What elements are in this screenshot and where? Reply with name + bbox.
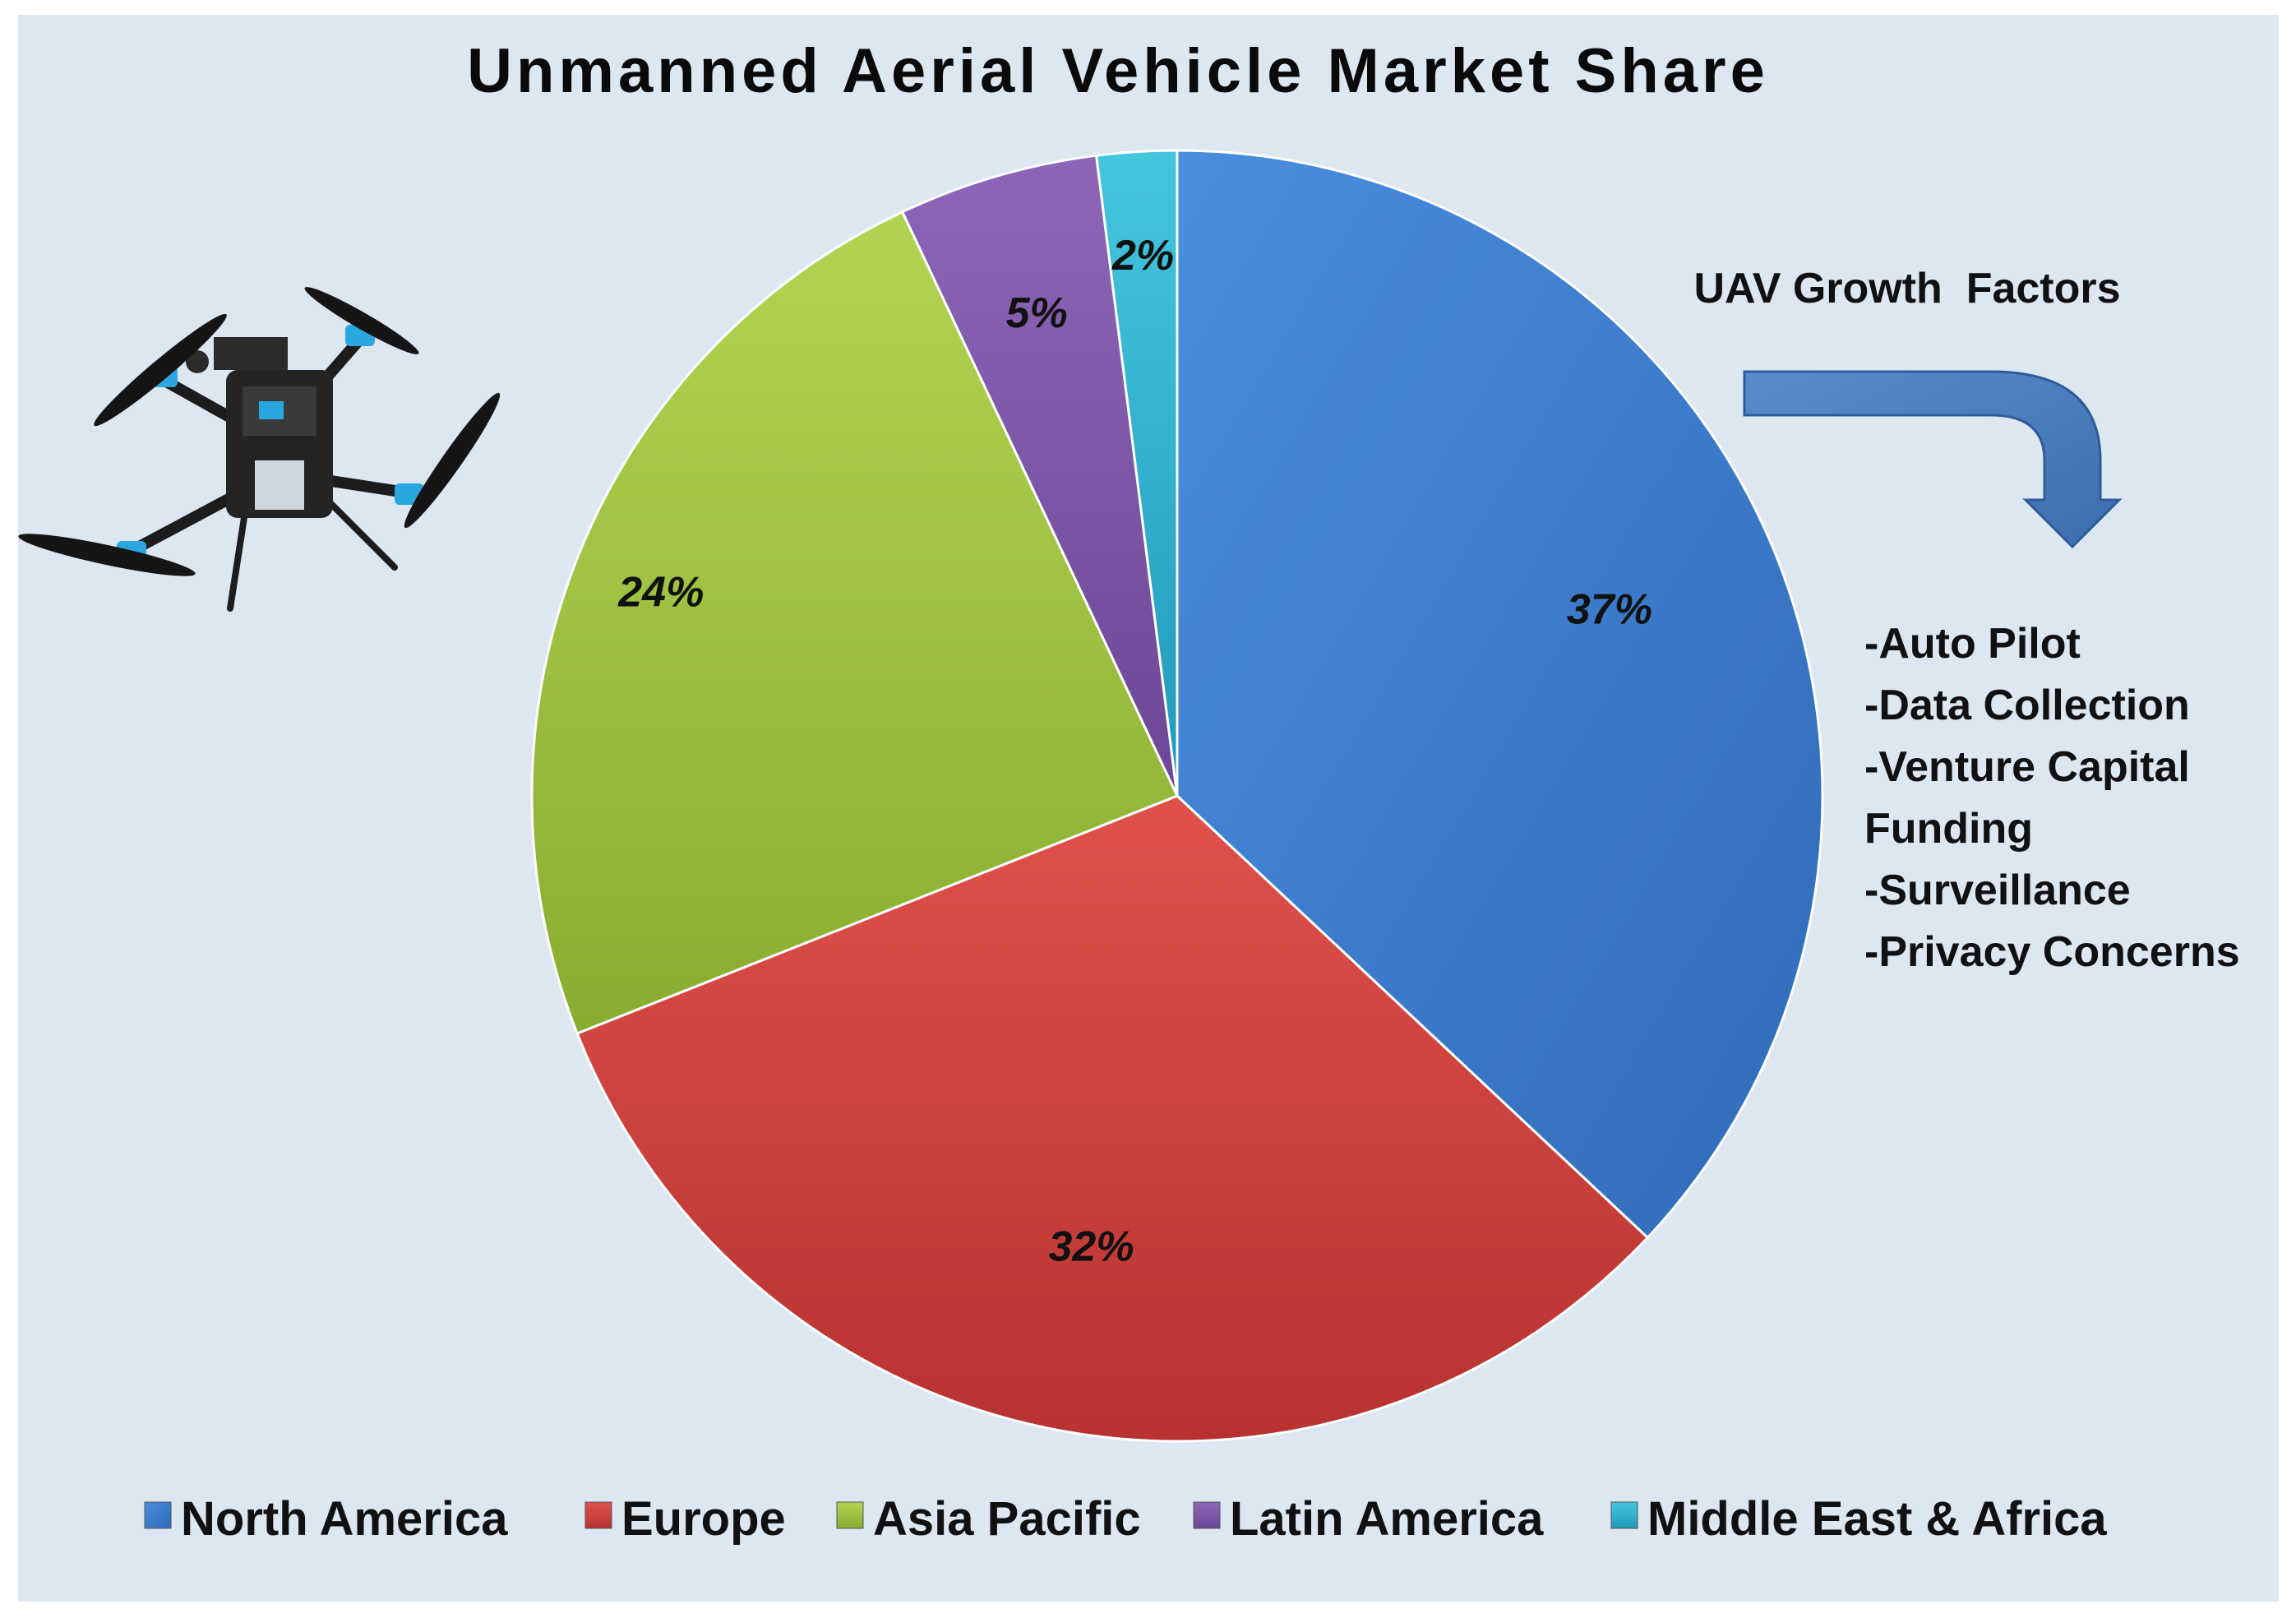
pie-slice-asia-pacific bbox=[530, 210, 1180, 1035]
pie-slice-europe bbox=[575, 794, 1650, 1443]
pie-slice-north-america bbox=[1176, 149, 1824, 1240]
growth-factors-list: -Auto Pilot -Data Collection -Venture Capi… bbox=[1864, 620, 2240, 976]
pie-slice-latin-america bbox=[900, 154, 1179, 797]
growth-factor-item: -Privacy Concerns bbox=[1864, 928, 2240, 976]
legend-label: Middle East & Africa bbox=[1647, 1492, 2107, 1546]
legend-swatch bbox=[836, 1501, 864, 1529]
pie-value-label: 5% bbox=[1006, 289, 1068, 337]
growth-factor-item: -Surveillance bbox=[1864, 867, 2131, 914]
pie-value-labels: 37% 32% 24% 5% 2% bbox=[617, 232, 1652, 1271]
legend-label: North America bbox=[181, 1492, 508, 1546]
growth-factor-item: -Data Collection bbox=[1864, 682, 2190, 729]
chart-legend: North America Europe Asia Pacific Latin Ame… bbox=[144, 1492, 2107, 1546]
legend-label: Asia Pacific bbox=[873, 1492, 1141, 1546]
legend-swatch bbox=[144, 1501, 172, 1529]
legend-label: Europe bbox=[621, 1492, 786, 1546]
legend-swatch bbox=[584, 1501, 612, 1529]
pie-value-label: 24% bbox=[617, 568, 704, 616]
legend-swatch bbox=[1610, 1501, 1638, 1529]
quadcopter-drone-icon bbox=[18, 287, 501, 612]
pie-slices bbox=[530, 149, 1824, 1443]
legend-swatch bbox=[1193, 1501, 1221, 1529]
chart-title: Unmanned Aerial Vehicle Market Share bbox=[467, 36, 1769, 106]
legend-label: Latin America bbox=[1230, 1492, 1544, 1546]
growth-factor-item: -Venture Capital bbox=[1864, 743, 2190, 791]
curved-down-arrow-icon bbox=[1743, 370, 2123, 549]
pie-value-label: 37% bbox=[1567, 585, 1652, 633]
pie-slice-middle-east-africa bbox=[1094, 149, 1179, 797]
pie-value-label: 2% bbox=[1111, 232, 1174, 280]
growth-factors-heading: UAV Growth Factors bbox=[1693, 265, 2120, 312]
growth-factor-item: -Auto Pilot bbox=[1864, 620, 2081, 668]
growth-factor-item: Funding bbox=[1864, 805, 2033, 853]
pie-value-label: 32% bbox=[1049, 1223, 1134, 1270]
